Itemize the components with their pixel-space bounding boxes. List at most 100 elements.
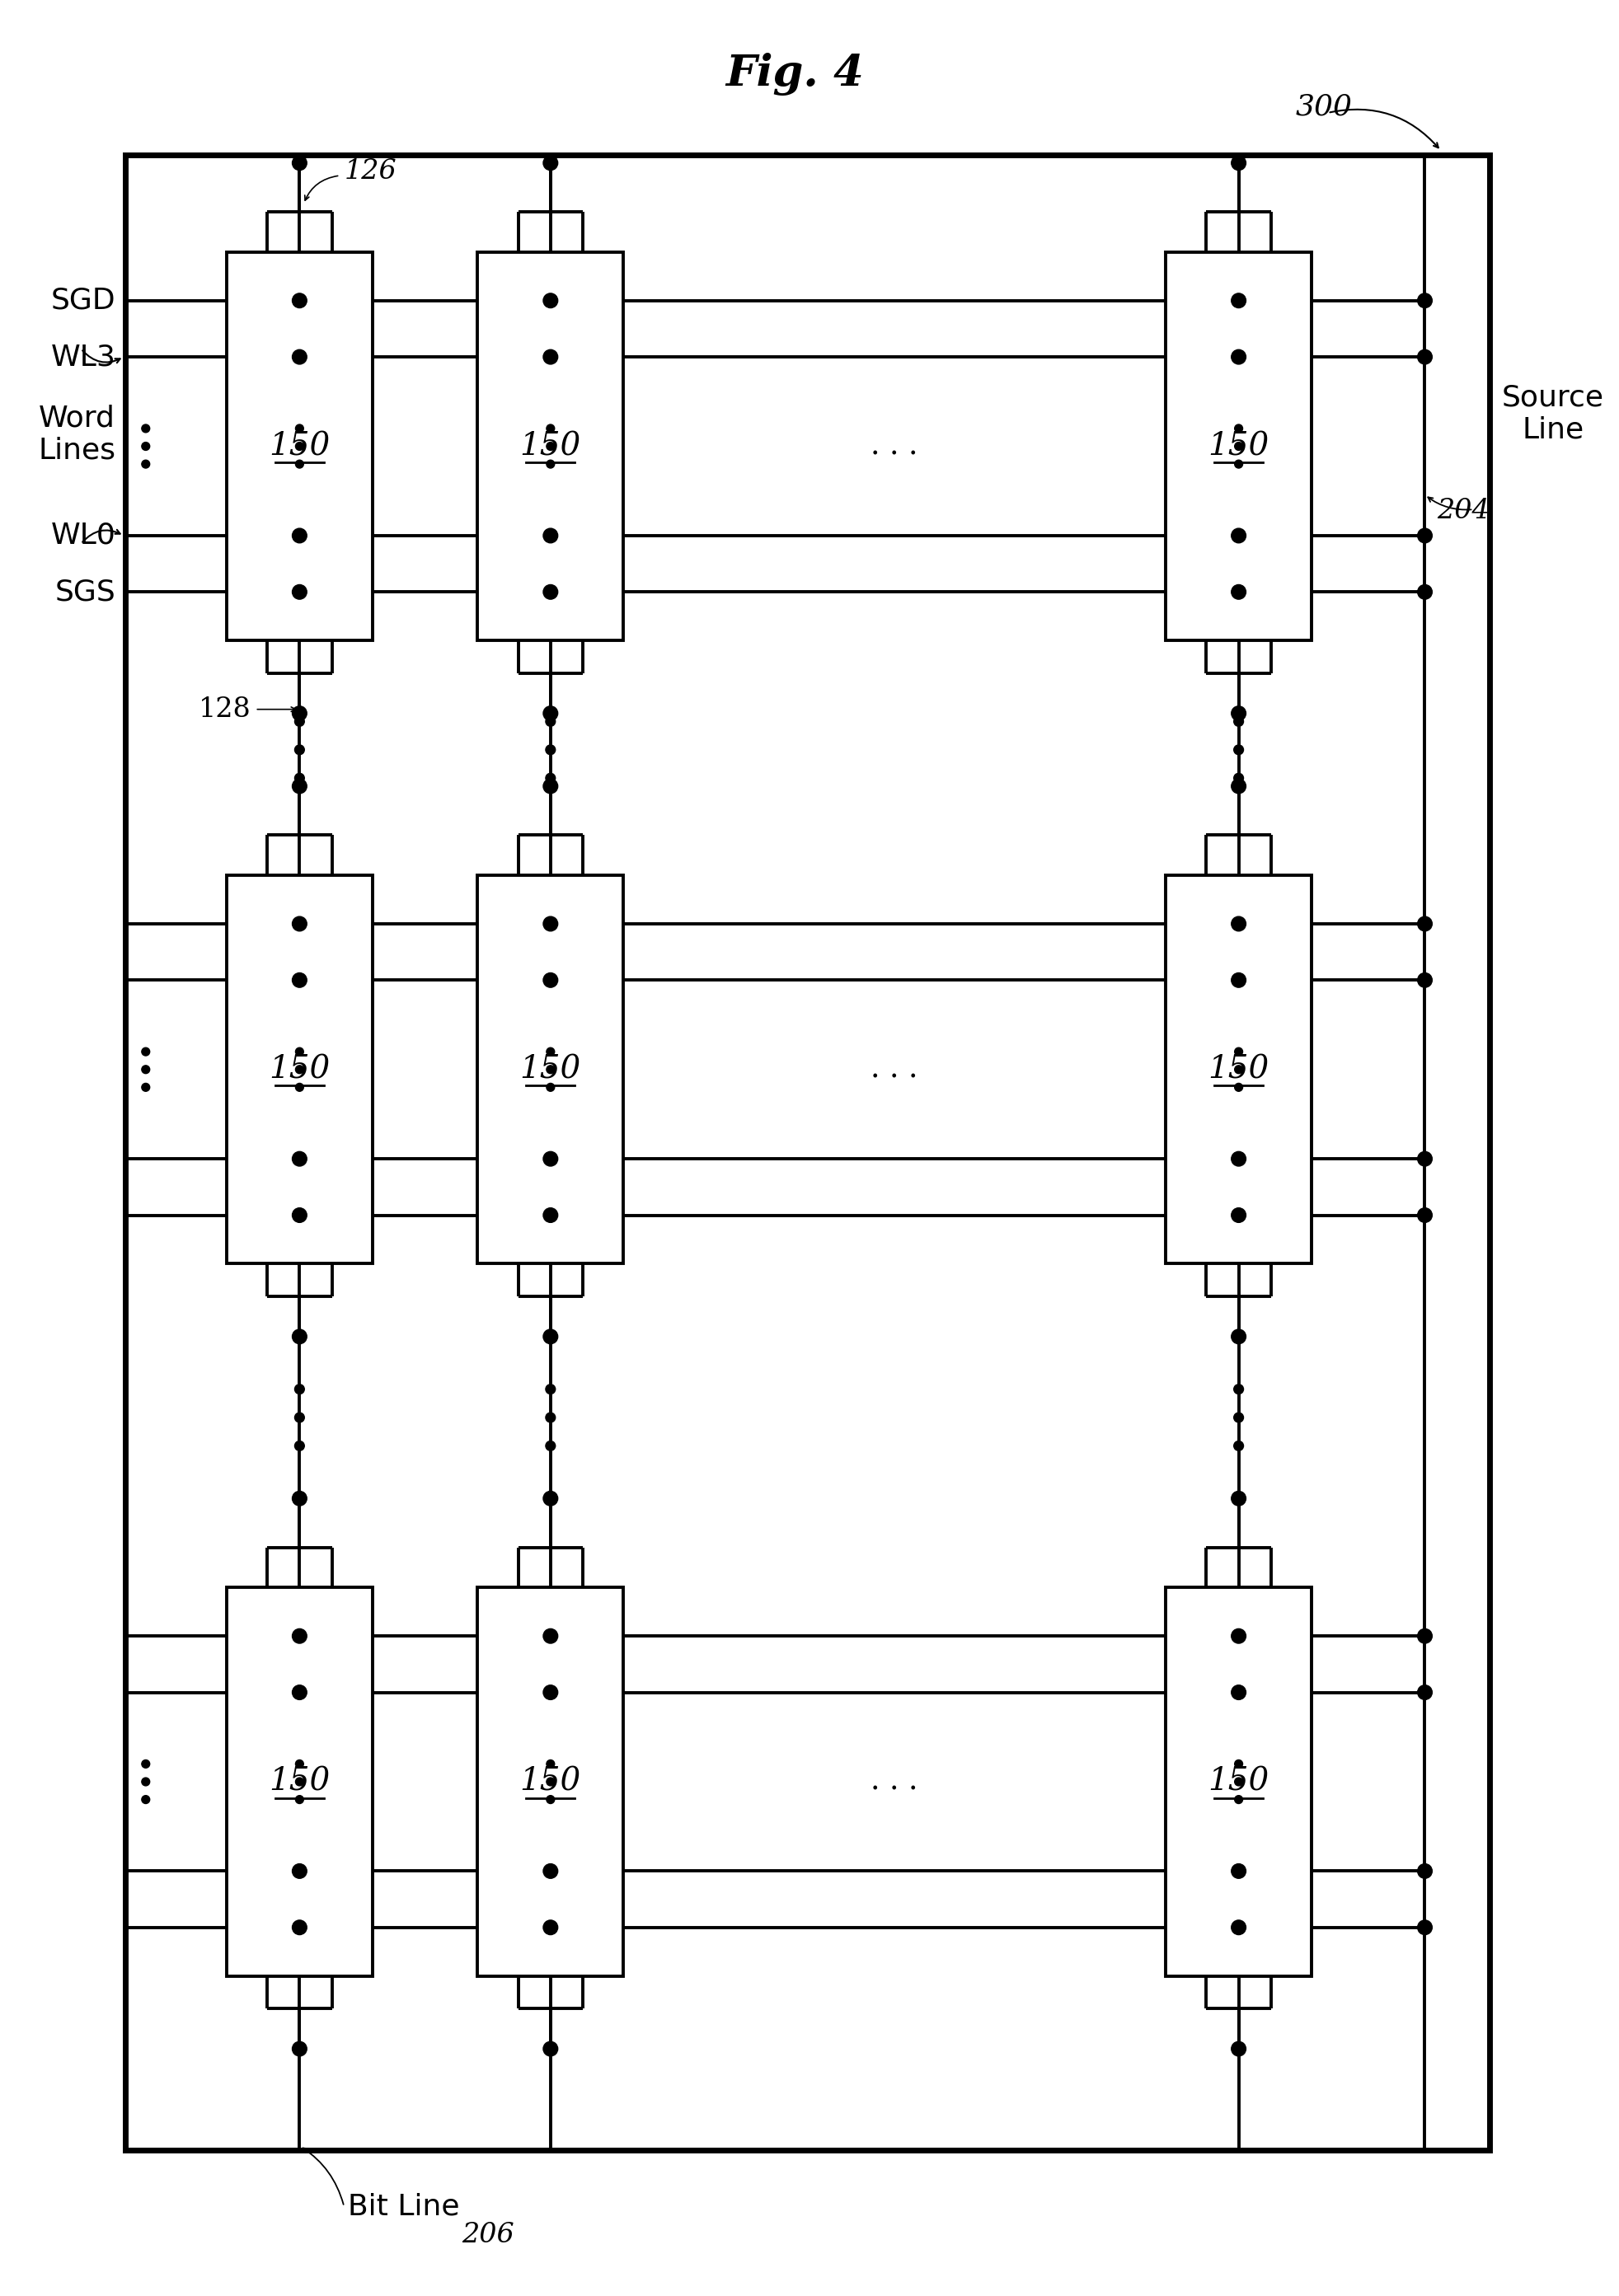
Circle shape <box>293 707 308 721</box>
Circle shape <box>142 1047 151 1056</box>
Circle shape <box>293 1919 308 1936</box>
Circle shape <box>546 744 555 755</box>
Circle shape <box>293 1208 308 1221</box>
Circle shape <box>1232 528 1247 542</box>
Circle shape <box>296 443 304 450</box>
Circle shape <box>295 1412 304 1424</box>
Circle shape <box>544 974 559 987</box>
Bar <box>227 1587 372 1977</box>
Circle shape <box>295 744 304 755</box>
Circle shape <box>544 349 559 365</box>
Text: WL0: WL0 <box>50 521 117 549</box>
Circle shape <box>547 1759 555 1768</box>
Text: 204: 204 <box>1438 498 1489 523</box>
Circle shape <box>1235 459 1243 468</box>
Bar <box>478 1587 623 1977</box>
Circle shape <box>1234 1384 1243 1394</box>
Circle shape <box>293 1490 308 1506</box>
Circle shape <box>547 425 555 432</box>
Bar <box>478 875 623 1263</box>
Circle shape <box>546 716 555 726</box>
Circle shape <box>544 2041 559 2057</box>
Circle shape <box>1234 1412 1243 1424</box>
Circle shape <box>293 1329 308 1343</box>
Circle shape <box>544 916 559 932</box>
Circle shape <box>1235 1795 1243 1805</box>
Circle shape <box>293 2041 308 2057</box>
Circle shape <box>142 1777 151 1786</box>
Circle shape <box>293 349 308 365</box>
Circle shape <box>547 443 555 450</box>
Circle shape <box>547 1084 555 1091</box>
Circle shape <box>1234 744 1243 755</box>
Text: Bit Line: Bit Line <box>348 2193 460 2220</box>
Circle shape <box>1232 916 1247 932</box>
Circle shape <box>142 1084 151 1091</box>
Circle shape <box>1235 1047 1243 1056</box>
Text: 126: 126 <box>345 158 397 184</box>
Circle shape <box>296 1065 304 1075</box>
Circle shape <box>546 1384 555 1394</box>
Circle shape <box>1234 716 1243 726</box>
Text: Word
Lines: Word Lines <box>39 404 117 464</box>
Circle shape <box>293 585 308 599</box>
Circle shape <box>1232 707 1247 721</box>
Text: Fig. 4: Fig. 4 <box>725 53 865 96</box>
Circle shape <box>296 1759 304 1768</box>
Bar <box>126 154 1489 2149</box>
Circle shape <box>547 1795 555 1805</box>
Circle shape <box>544 707 559 721</box>
Text: . . .: . . . <box>871 1768 918 1795</box>
Circle shape <box>142 459 151 468</box>
Circle shape <box>547 459 555 468</box>
Circle shape <box>1235 1759 1243 1768</box>
Circle shape <box>142 1065 151 1075</box>
Circle shape <box>1232 974 1247 987</box>
Circle shape <box>1232 156 1247 170</box>
Bar <box>1166 1587 1311 1977</box>
Circle shape <box>1232 349 1247 365</box>
Circle shape <box>142 425 151 432</box>
Circle shape <box>1235 1084 1243 1091</box>
Text: 150: 150 <box>269 432 330 461</box>
Circle shape <box>293 528 308 542</box>
Circle shape <box>295 774 304 783</box>
Bar <box>478 253 623 641</box>
Circle shape <box>1232 778 1247 794</box>
Circle shape <box>547 1777 555 1786</box>
Circle shape <box>296 1047 304 1056</box>
Circle shape <box>1418 349 1433 365</box>
Circle shape <box>1234 774 1243 783</box>
Circle shape <box>544 528 559 542</box>
Circle shape <box>1418 1628 1433 1644</box>
Text: 150: 150 <box>269 1054 330 1084</box>
Bar <box>1166 875 1311 1263</box>
Circle shape <box>544 1864 559 1878</box>
Bar <box>227 253 372 641</box>
Circle shape <box>1232 1208 1247 1221</box>
Circle shape <box>1418 1919 1433 1936</box>
Text: . . .: . . . <box>871 432 918 459</box>
Circle shape <box>544 1685 559 1699</box>
Circle shape <box>1418 528 1433 542</box>
Circle shape <box>1232 1329 1247 1343</box>
Circle shape <box>1418 1153 1433 1166</box>
Circle shape <box>547 1047 555 1056</box>
Circle shape <box>296 459 304 468</box>
Circle shape <box>295 1384 304 1394</box>
Circle shape <box>1235 1777 1243 1786</box>
Circle shape <box>142 1759 151 1768</box>
Circle shape <box>544 156 559 170</box>
Circle shape <box>546 1412 555 1424</box>
Circle shape <box>1232 1628 1247 1644</box>
Circle shape <box>544 1153 559 1166</box>
Text: 150: 150 <box>1208 1766 1269 1798</box>
Circle shape <box>546 1442 555 1451</box>
Text: SGD: SGD <box>50 287 117 315</box>
Circle shape <box>1235 1065 1243 1075</box>
Circle shape <box>1418 294 1433 308</box>
Circle shape <box>1232 2041 1247 2057</box>
Circle shape <box>296 1084 304 1091</box>
Circle shape <box>1232 1685 1247 1699</box>
Circle shape <box>295 1442 304 1451</box>
